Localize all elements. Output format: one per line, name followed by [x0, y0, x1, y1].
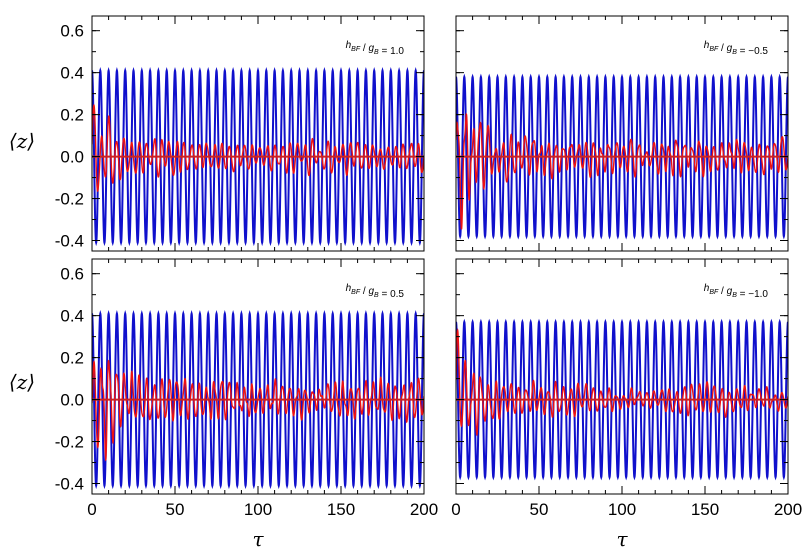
panel-annotation: hBF / gB = −0.5 [704, 40, 769, 57]
annotation-part: h [346, 283, 352, 294]
panel-bottom-left: 0 50 100 150 200 -0.4 -0.2 0.0 0.2 0.4 0.6 hBF / gB… [55, 258, 438, 519]
xtick-label: 0 [451, 500, 460, 519]
annotation-subscript: BF [709, 289, 719, 296]
ytick-label: -0.2 [55, 190, 84, 209]
ytick-label: 0.6 [60, 22, 84, 41]
xtick-label: 50 [530, 500, 549, 519]
annotation-part: / [718, 43, 726, 54]
annotation-part: = 0.5 [379, 289, 405, 300]
xtick-label: 50 [166, 500, 185, 519]
series-damped [456, 328, 788, 437]
xlabel-left: τ [252, 527, 264, 551]
annotation-part: g [727, 286, 733, 297]
ytick-label: 0.0 [60, 391, 84, 410]
annotation-part: / [360, 43, 368, 54]
annotation-part: h [704, 40, 710, 51]
xtick-label: 200 [410, 500, 438, 519]
ytick-label: 0.2 [60, 349, 84, 368]
ytick-label: 0.2 [60, 106, 84, 125]
series-oscillation [456, 318, 788, 481]
ytick-label: 0.4 [60, 307, 84, 326]
xlabel-right: τ [616, 527, 628, 551]
annotation-part: = −1.0 [737, 289, 769, 300]
xtick-label: 100 [244, 500, 272, 519]
annotation-part: g [368, 286, 374, 297]
annotation-subscript: B [732, 292, 737, 299]
xtick-label: 150 [327, 500, 355, 519]
plot-area [456, 318, 788, 481]
ylabel-bottom: ⟨z⟩ [9, 370, 35, 394]
panel-annotation: hBF / gB = −1.0 [704, 283, 769, 300]
ytick-label: -0.4 [55, 475, 84, 494]
annotation-subscript: BF [351, 46, 361, 53]
xtick-label: 0 [87, 500, 96, 519]
series-oscillation [456, 73, 788, 240]
panel-bottom-right: 0 50 100 150 200 hBF / gB = −1.0 [451, 258, 802, 519]
ytick-label: 0.0 [60, 148, 84, 167]
annotation-part: g [727, 43, 733, 54]
series-damped [92, 103, 424, 193]
panel-annotation: hBF / gB = 1.0 [346, 40, 405, 57]
panel-top-right: hBF / gB = −0.5 [455, 15, 789, 252]
series-oscillation [92, 310, 424, 490]
ylabel-top: ⟨z⟩ [9, 129, 35, 153]
ytick-label: 0.6 [60, 265, 84, 284]
annotation-part: = 1.0 [379, 46, 405, 57]
ytick-label: -0.2 [55, 433, 84, 452]
series-oscillation [92, 67, 424, 247]
xtick-label: 100 [608, 500, 636, 519]
ytick-label: 0.4 [60, 64, 84, 83]
annotation-subscript: BF [351, 289, 361, 296]
ytick-label: -0.4 [55, 232, 84, 251]
panel-annotation: hBF / gB = 0.5 [346, 283, 405, 300]
annotation-part: h [346, 40, 352, 51]
panel-top-left: -0.4 -0.2 0.0 0.2 0.4 0.6 hBF / gB = 1.0 [55, 15, 425, 252]
series-damped [92, 359, 424, 462]
annotation-part: h [704, 283, 710, 294]
annotation-subscript: BF [709, 46, 719, 53]
plot-area [92, 67, 424, 247]
annotation-part: / [360, 286, 368, 297]
annotation-part: / [718, 286, 726, 297]
plot-area [456, 73, 788, 240]
xtick-label: 150 [691, 500, 719, 519]
plot-area [92, 310, 424, 490]
xtick-label: 200 [774, 500, 802, 519]
annotation-part: g [368, 43, 374, 54]
series-damped [456, 112, 788, 230]
annotation-subscript: B [374, 49, 379, 56]
annotation-subscript: B [732, 49, 737, 56]
annotation-part: = −0.5 [737, 46, 769, 57]
annotation-subscript: B [374, 292, 379, 299]
